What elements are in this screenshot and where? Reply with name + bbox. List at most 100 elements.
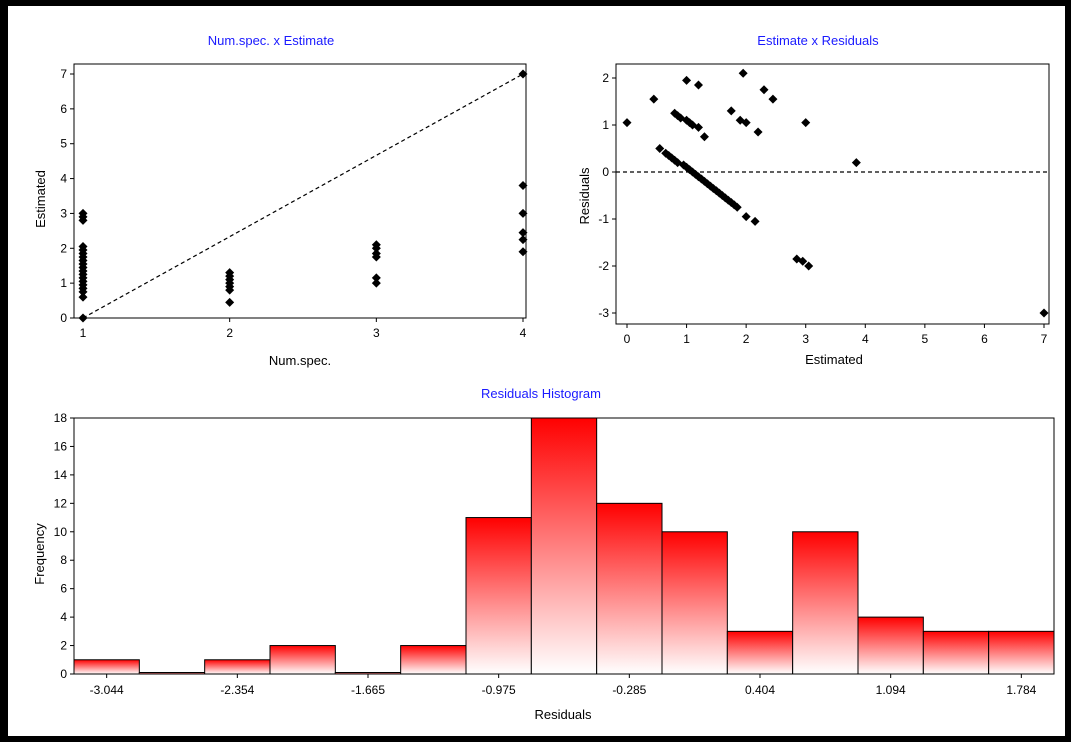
hist-bar [400, 645, 467, 675]
chart2-point [655, 144, 665, 153]
chart1-y-tick-label: 0 [60, 311, 67, 325]
hist-bar [465, 517, 532, 675]
hist-bar [857, 616, 924, 675]
chart2-title: Estimate x Residuals [757, 33, 879, 48]
hist-bar [269, 645, 336, 675]
hist-y-tick-label: 10 [54, 525, 68, 539]
hist-y-tick-label: 18 [54, 411, 68, 425]
chart1-point [78, 208, 88, 218]
hist-y-tick-label: 8 [60, 553, 67, 567]
chart2-point [804, 261, 814, 271]
chart1-y-ticks: 0 1 2 3 4 5 6 7 [60, 67, 74, 325]
chart1-x-tick-label: 1 [80, 326, 87, 340]
hist-bar [73, 659, 140, 675]
chart1-point [371, 240, 381, 250]
chart1-x-tick-label: 3 [373, 326, 380, 340]
chart2-point [741, 212, 751, 222]
chart2-x-tick-label: 3 [802, 332, 809, 346]
hist-x-ticks: -3.044 -2.354 -1.665 -0.975 -0.285 0.404 1.094… [90, 674, 1037, 697]
hist-bar [596, 502, 663, 675]
chart2-point [768, 94, 778, 104]
chart1-point [78, 313, 88, 323]
chart2-point [738, 68, 748, 78]
hist-x-tick-label: -2.354 [220, 683, 254, 697]
hist-x-tick-label: 0.404 [745, 683, 775, 697]
chart2-point [851, 158, 861, 168]
chart2-plot-area [615, 63, 1050, 325]
hist-bar [726, 630, 794, 675]
chart2-x-tick-label: 5 [922, 332, 929, 346]
chart1-x-tick-label: 2 [226, 326, 233, 340]
chart-num-spec-vs-estimate: Num.spec. x Estimate 1 2 3 4 0 1 2 3 4 5 6 7 Num.s… [33, 33, 528, 368]
chart1-point [371, 278, 381, 288]
hist-y-tick-label: 4 [60, 610, 67, 624]
chart1-y-tick-label: 7 [60, 67, 67, 81]
chart1-point [518, 69, 528, 79]
chart2-point [792, 254, 802, 264]
hist-y-tick-label: 0 [60, 667, 67, 681]
chart1-plot-area [73, 63, 527, 319]
hist-y-tick-label: 16 [54, 439, 68, 453]
chart1-title: Num.spec. x Estimate [208, 33, 334, 48]
chart1-point [518, 235, 528, 245]
hist-bars [73, 417, 1055, 675]
hist-bar [530, 417, 598, 675]
chart2-x-tick-label: 2 [743, 332, 750, 346]
chart2-point [732, 202, 742, 212]
chart1-x-ticks: 1 2 3 4 [80, 318, 527, 340]
hist-bar [792, 531, 859, 675]
chart1-point [225, 297, 235, 307]
chart1-y-tick-label: 5 [60, 137, 67, 151]
chart2-point [649, 94, 659, 104]
chart1-y-tick-label: 2 [60, 241, 67, 255]
chart2-point [693, 122, 703, 132]
hist-bar [988, 630, 1055, 675]
chart2-y-tick-label: -2 [598, 259, 609, 273]
chart1-point [78, 242, 88, 252]
chart2-point [798, 256, 808, 266]
chart1-y-tick-label: 1 [60, 276, 67, 290]
chart1-y-tick-label: 4 [60, 172, 67, 186]
chart2-point [693, 80, 703, 90]
chart2-x-ticks: 0 1 2 3 4 5 6 7 [624, 324, 1048, 346]
chart2-point [1039, 308, 1049, 318]
chart2-point [622, 118, 632, 128]
chart1-x-axis-label: Num.spec. [269, 353, 331, 368]
chart1-y-tick-label: 3 [60, 206, 67, 220]
chart1-point [518, 208, 528, 218]
chart2-y-ticks: -3 -2 -1 0 1 2 [598, 71, 616, 320]
chart2-point [726, 106, 736, 116]
hist-bar [661, 531, 728, 675]
chart2-y-axis-label: Residuals [577, 167, 592, 225]
chart2-y-tick-label: -3 [598, 306, 609, 320]
chart1-point [518, 228, 528, 238]
hist-bar [204, 659, 271, 675]
hist-x-axis-label: Residuals [534, 707, 592, 722]
chart2-point [682, 75, 692, 85]
chart2-x-tick-label: 4 [862, 332, 869, 346]
chart2-y-tick-label: 0 [602, 165, 609, 179]
chart2-x-axis-label: Estimated [805, 352, 863, 367]
chart2-x-tick-label: 7 [1041, 332, 1048, 346]
chart2-point [699, 132, 709, 142]
hist-x-tick-label: -0.975 [482, 683, 516, 697]
chart1-point [371, 249, 381, 259]
chart1-point [371, 273, 381, 283]
hist-x-tick-label: 1.094 [876, 683, 906, 697]
chart-residuals-histogram: Residuals Histogram -3.044 -2.354 -1.665 -0… [32, 386, 1055, 722]
chart2-point [750, 216, 760, 226]
chart1-y-tick-label: 6 [60, 102, 67, 116]
chart1-point [518, 181, 528, 191]
chart1-point [225, 268, 235, 278]
chart2-y-tick-label: -1 [598, 212, 609, 226]
hist-y-tick-label: 2 [60, 639, 67, 653]
chart1-point [78, 292, 88, 302]
hist-x-tick-label: -3.044 [90, 683, 124, 697]
chart1-point [518, 247, 528, 257]
hist-bar [138, 672, 206, 675]
hist-y-tick-label: 12 [54, 496, 68, 510]
chart2-points [622, 68, 1049, 318]
